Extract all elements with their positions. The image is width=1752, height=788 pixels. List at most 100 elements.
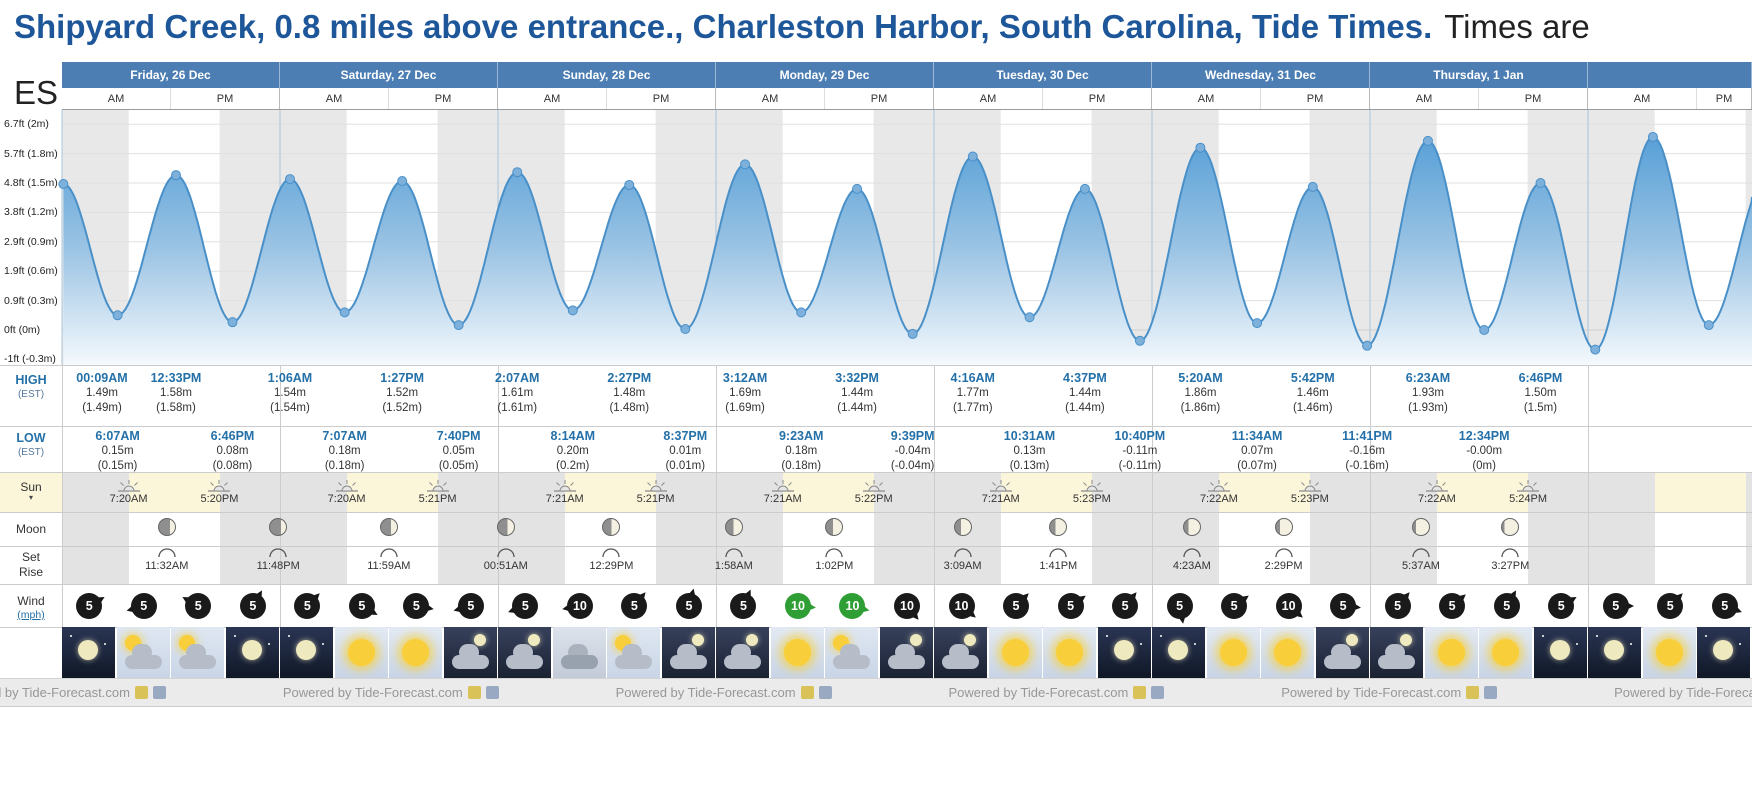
tide-time: 10:31AM bbox=[1003, 429, 1056, 443]
cloud-glyph bbox=[124, 655, 162, 669]
moon-phase-icon bbox=[724, 518, 743, 536]
footer-badge-icon bbox=[818, 686, 832, 699]
footer-credit-text[interactable]: Powered by Tide-Forecast.com bbox=[948, 685, 1129, 700]
tide-height-alt: (-0.04m) bbox=[890, 460, 935, 473]
low-tide-event: 7:40PM 0.05m (0.05m) bbox=[421, 428, 497, 474]
horizon-arc-icon bbox=[1274, 548, 1293, 558]
wind-badge: 5 bbox=[998, 588, 1034, 624]
wind-speed: 10 bbox=[784, 593, 811, 619]
footer-credit-text[interactable]: Powered by Tide-Forecast.com bbox=[615, 685, 796, 700]
tide-height-m: 1.48m bbox=[613, 387, 646, 400]
am-label: AM bbox=[498, 88, 607, 109]
set-label: Set bbox=[21, 550, 40, 564]
wind-badge: 5 bbox=[1707, 588, 1744, 624]
high-row-label: HIGH (EST) bbox=[0, 373, 62, 401]
day-header-cell: Thursday, 1 Jan bbox=[1370, 62, 1588, 88]
sunset-event: 5:21PM bbox=[628, 473, 684, 511]
row-divider bbox=[0, 472, 1752, 473]
wind-speed: 5 bbox=[1657, 593, 1684, 619]
high-tide-event: 1:27PM 1.52m (1.52m) bbox=[364, 370, 440, 416]
moonrise-set-event: 5:37AM bbox=[1395, 548, 1447, 572]
tide-time: 1:06AM bbox=[267, 371, 313, 385]
moonrise-set-event: 4:23AM bbox=[1166, 548, 1218, 572]
moon-glyph bbox=[691, 634, 704, 646]
sun-time: 5:22PM bbox=[854, 493, 893, 505]
am-label: AM bbox=[716, 88, 825, 109]
weather-icon-cloudy-night bbox=[661, 627, 715, 678]
moon-label: Moon bbox=[15, 522, 47, 536]
tide-height-m: -0.00m bbox=[1466, 445, 1503, 458]
sun-time: 5:21PM bbox=[418, 493, 457, 505]
horizon-arc-icon bbox=[725, 548, 743, 558]
weather-icon-clear-night bbox=[1097, 627, 1151, 678]
footer-credit-text[interactable]: Powered by Tide-Forecast.com bbox=[0, 685, 130, 700]
wind-badge: 5 bbox=[344, 588, 380, 624]
footer-credit-link[interactable]: Powered by Tide-Forecast.com bbox=[616, 685, 832, 700]
low-tide-event: 12:34PM -0.00m (0m) bbox=[1446, 428, 1522, 474]
sunrise-event: 7:21AM bbox=[973, 473, 1029, 511]
day-header-cell: Saturday, 27 Dec bbox=[280, 62, 498, 88]
footer-credit-link[interactable]: Powered by Tide-Forecast.com bbox=[283, 685, 499, 700]
footer-credit-text[interactable]: Powered by Tide-Forecast.com bbox=[282, 685, 463, 700]
tide-height-m: 0.01m bbox=[669, 445, 702, 458]
moon-glyph bbox=[964, 634, 977, 646]
footer-credit-text[interactable]: Powered by Tide-Forecast.com bbox=[1281, 685, 1462, 700]
sun-label: Sun bbox=[20, 480, 42, 494]
tide-height-alt: (1.77m) bbox=[952, 402, 993, 415]
cloud-glyph bbox=[1323, 655, 1361, 669]
day-divider bbox=[62, 365, 63, 627]
horizon-arc-icon bbox=[1412, 548, 1430, 558]
sun-time: 7:22AM bbox=[1417, 493, 1456, 505]
weather-icon-cloudy-night bbox=[498, 627, 552, 678]
day-divider bbox=[716, 365, 717, 627]
sun-time: 5:23PM bbox=[1072, 493, 1111, 505]
low-tide-event: 9:39PM -0.04m (-0.04m) bbox=[875, 428, 951, 474]
weather-icon-cloudy-night bbox=[443, 627, 497, 678]
tide-height-alt: (0.2m) bbox=[556, 460, 590, 473]
star-glyph bbox=[233, 635, 236, 637]
footer-credit-link[interactable]: Powered by Tide-Forecast.com bbox=[948, 685, 1165, 700]
footer-credit-link[interactable]: Powered by Tide-Forecast.com bbox=[0, 685, 166, 700]
moon-glyph bbox=[528, 634, 541, 646]
wind-speed: 5 bbox=[1330, 593, 1357, 619]
footer-credits-strip: Powered by Tide-Forecast.com Powered by T… bbox=[0, 679, 1752, 706]
cloud-glyph bbox=[724, 655, 762, 669]
day-divider bbox=[1588, 365, 1589, 627]
cloud-glyph bbox=[942, 655, 980, 669]
tide-time: 00:09AM bbox=[76, 371, 128, 385]
moon-time: 1:02PM bbox=[815, 560, 854, 572]
footer-credit-text[interactable]: Powered by Tide-Forecast.com bbox=[1614, 685, 1752, 700]
wind-badge: 5 bbox=[1162, 588, 1198, 625]
sunset-icon bbox=[862, 480, 885, 492]
low-row-label: LOW (EST) bbox=[0, 431, 62, 459]
sun-time: 5:23PM bbox=[1290, 493, 1329, 505]
high-tide-event: 12:33PM 1.58m (1.58m) bbox=[138, 370, 214, 416]
star-glyph bbox=[1630, 643, 1633, 645]
low-label: LOW bbox=[16, 431, 46, 445]
weather-icon-sunny bbox=[1206, 627, 1260, 678]
wind-speed: 5 bbox=[1602, 593, 1629, 619]
chevron-down-icon[interactable]: ▾ bbox=[28, 493, 33, 502]
sunrise-icon bbox=[117, 480, 140, 492]
cloud-glyph bbox=[887, 655, 925, 669]
moonrise-set-event: 00:51AM bbox=[480, 548, 532, 572]
sunrise-icon bbox=[1425, 480, 1448, 492]
footer-credit-link[interactable]: Powered by Tide-Forecast.com bbox=[1281, 685, 1498, 700]
wind-units-link[interactable]: (mph) bbox=[17, 609, 45, 621]
footer-credit-link[interactable]: Powered by Tide-Forecast.com bbox=[1614, 685, 1752, 700]
horizon-arc-icon bbox=[497, 548, 515, 558]
moonrise-set-event: 3:27PM bbox=[1484, 548, 1536, 572]
weather-icon-cloudy-night bbox=[716, 627, 770, 678]
low-tide-event: 7:07AM 0.18m (0.18m) bbox=[307, 428, 383, 474]
day-divider bbox=[1370, 365, 1371, 627]
tide-height-m: -0.04m bbox=[894, 445, 931, 458]
wind-speed: 5 bbox=[130, 593, 157, 619]
footer-badge-icon bbox=[467, 686, 481, 699]
tide-height-m: -0.16m bbox=[1349, 445, 1385, 458]
moon-time: 11:48PM bbox=[256, 560, 300, 572]
wind-badge: 10 bbox=[780, 588, 817, 624]
wind-badge: 5 bbox=[725, 587, 761, 624]
sunset-icon bbox=[1517, 480, 1540, 492]
day-divider bbox=[934, 365, 935, 627]
tide-height-m: -0.11m bbox=[1122, 445, 1158, 458]
